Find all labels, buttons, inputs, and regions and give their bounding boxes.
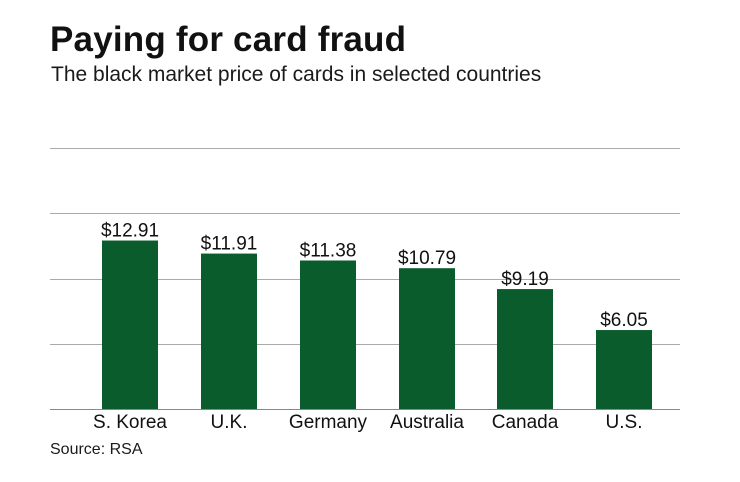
source-note: Source: RSA [50, 441, 143, 458]
bar [201, 253, 257, 409]
category-labels: S. Korea U.K. Germany Australia Canada U.S. [93, 412, 642, 433]
bar-value-label: $10.79 [398, 248, 456, 269]
bar-value-label: $11.91 [201, 234, 258, 255]
bar [300, 260, 356, 409]
bar [497, 289, 553, 409]
chart-subtitle: The black market price of cards in selec… [51, 63, 542, 86]
category-tick-label: U.K. [211, 412, 248, 433]
category-tick-label: Germany [289, 412, 368, 433]
category-tick-label: S. Korea [93, 412, 167, 433]
bar [596, 330, 652, 409]
bar-value-label: $6.05 [600, 310, 648, 331]
category-tick-label: Australia [390, 412, 464, 433]
bars [102, 240, 652, 409]
bar-value-label: $11.38 [300, 240, 357, 261]
category-tick-label: Canada [492, 412, 559, 433]
value-labels: $12.91 $11.91 $11.38 $10.79 $9.19 $6.05 [101, 221, 648, 332]
chart-title: Paying for card fraud [50, 20, 407, 59]
bar [102, 240, 158, 409]
category-tick-label: U.S. [606, 412, 643, 433]
bar [399, 268, 455, 409]
bar-value-label: $12.91 [101, 221, 159, 242]
bar-value-label: $9.19 [501, 269, 549, 290]
